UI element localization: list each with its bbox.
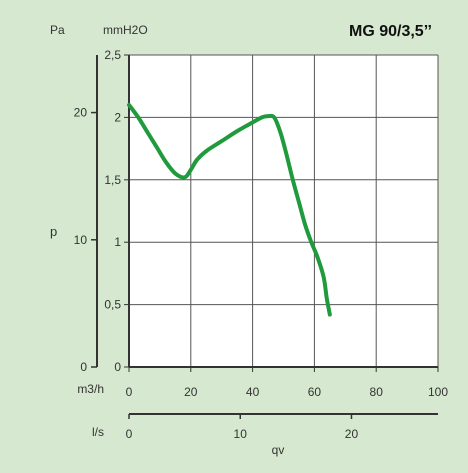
y-unit-pa: Pa	[50, 23, 65, 37]
series-group	[127, 102, 332, 317]
plot-background	[129, 55, 438, 367]
y-tick-label-pa: 10	[74, 233, 88, 247]
grid	[128, 54, 439, 368]
y-tick-label-mmh2o: 2	[114, 110, 121, 124]
x-axis-label-ls: l/s	[92, 425, 104, 439]
x-tick-label-m3h: 100	[428, 385, 448, 399]
x-tick-label-m3h: 20	[184, 385, 198, 399]
series-line	[127, 102, 332, 317]
y-tick-label-mmh2o: 1,5	[104, 173, 121, 187]
y-axis-label: p	[50, 224, 57, 239]
x-tick-label-ls: 10	[234, 427, 248, 441]
x-tick-label-ls: 0	[126, 427, 133, 441]
y-tick-label-pa: 20	[74, 106, 88, 120]
y-tick-label-mmh2o: 1	[114, 235, 121, 249]
x-axis-label-m3h: m3/h	[77, 382, 104, 396]
x-tick-label-m3h: 80	[370, 385, 384, 399]
y-tick-label-pa: 0	[80, 360, 87, 374]
y-tick-label-mmh2o: 2,5	[104, 48, 121, 62]
x-axis-label: qv	[272, 443, 285, 457]
labels: MG 90/3,5’’ Pa mmH2O p m3/h l/s qv 0 20 40…	[50, 23, 448, 457]
x-tick-label-ls: 20	[345, 427, 359, 441]
x-tick-label-m3h: 40	[246, 385, 260, 399]
y-tick-label-mmh2o: 0,5	[104, 298, 121, 312]
y-tick-label-mmh2o: 0	[114, 360, 121, 374]
chart-title: MG 90/3,5’’	[349, 23, 432, 40]
x-tick-label-m3h: 60	[308, 385, 322, 399]
y-unit-mmh2o: mmH2O	[103, 23, 148, 37]
x-tick-label-m3h: 0	[126, 385, 133, 399]
